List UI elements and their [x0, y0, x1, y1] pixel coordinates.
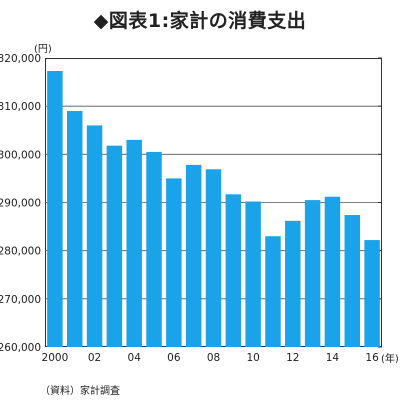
bar-2015 [344, 215, 360, 347]
bar-2002 [86, 125, 103, 347]
bar-2012 [285, 220, 301, 347]
bar-2008 [205, 169, 222, 347]
y-tick-label: 270,000 [0, 294, 41, 306]
y-unit-label: (円) [34, 44, 52, 55]
bar-2003 [106, 145, 123, 347]
bar-2013 [304, 200, 321, 347]
x-tick-label: 14 [326, 352, 340, 364]
bar-2011 [265, 236, 281, 347]
bar-2006 [166, 178, 182, 347]
y-tick-label: 260,000 [0, 342, 41, 354]
bar-2009 [225, 194, 242, 347]
bar-2007 [185, 164, 202, 347]
bar-2001 [67, 110, 83, 347]
bar-2010 [245, 201, 261, 347]
y-tick-label: 320,000 [0, 53, 41, 65]
x-tick-label: 06 [167, 352, 181, 364]
x-tick-label: 04 [128, 352, 142, 364]
x-tick-label: 10 [246, 352, 259, 364]
y-tick-label: 280,000 [0, 246, 41, 258]
y-tick-label: 300,000 [0, 149, 41, 161]
bar-2016 [364, 240, 380, 347]
bar-2005 [146, 151, 162, 347]
x-tick-label: 12 [286, 352, 299, 364]
bar-2004 [126, 139, 142, 347]
y-tick-label: 310,000 [0, 101, 41, 113]
bar-2014 [324, 196, 341, 347]
x-unit-label: (年) [381, 354, 399, 365]
x-tick-label: 16 [365, 352, 379, 364]
y-tick-label: 290,000 [0, 198, 41, 210]
x-tick-label: 08 [207, 352, 220, 364]
bar-2000 [47, 71, 63, 347]
chart-title: ◆図表1:家計の消費支出 [93, 10, 307, 32]
x-tick-label: 02 [88, 352, 101, 364]
x-tick-label: 2000 [42, 352, 69, 364]
source-note: （資料）家計調査 [40, 386, 120, 397]
